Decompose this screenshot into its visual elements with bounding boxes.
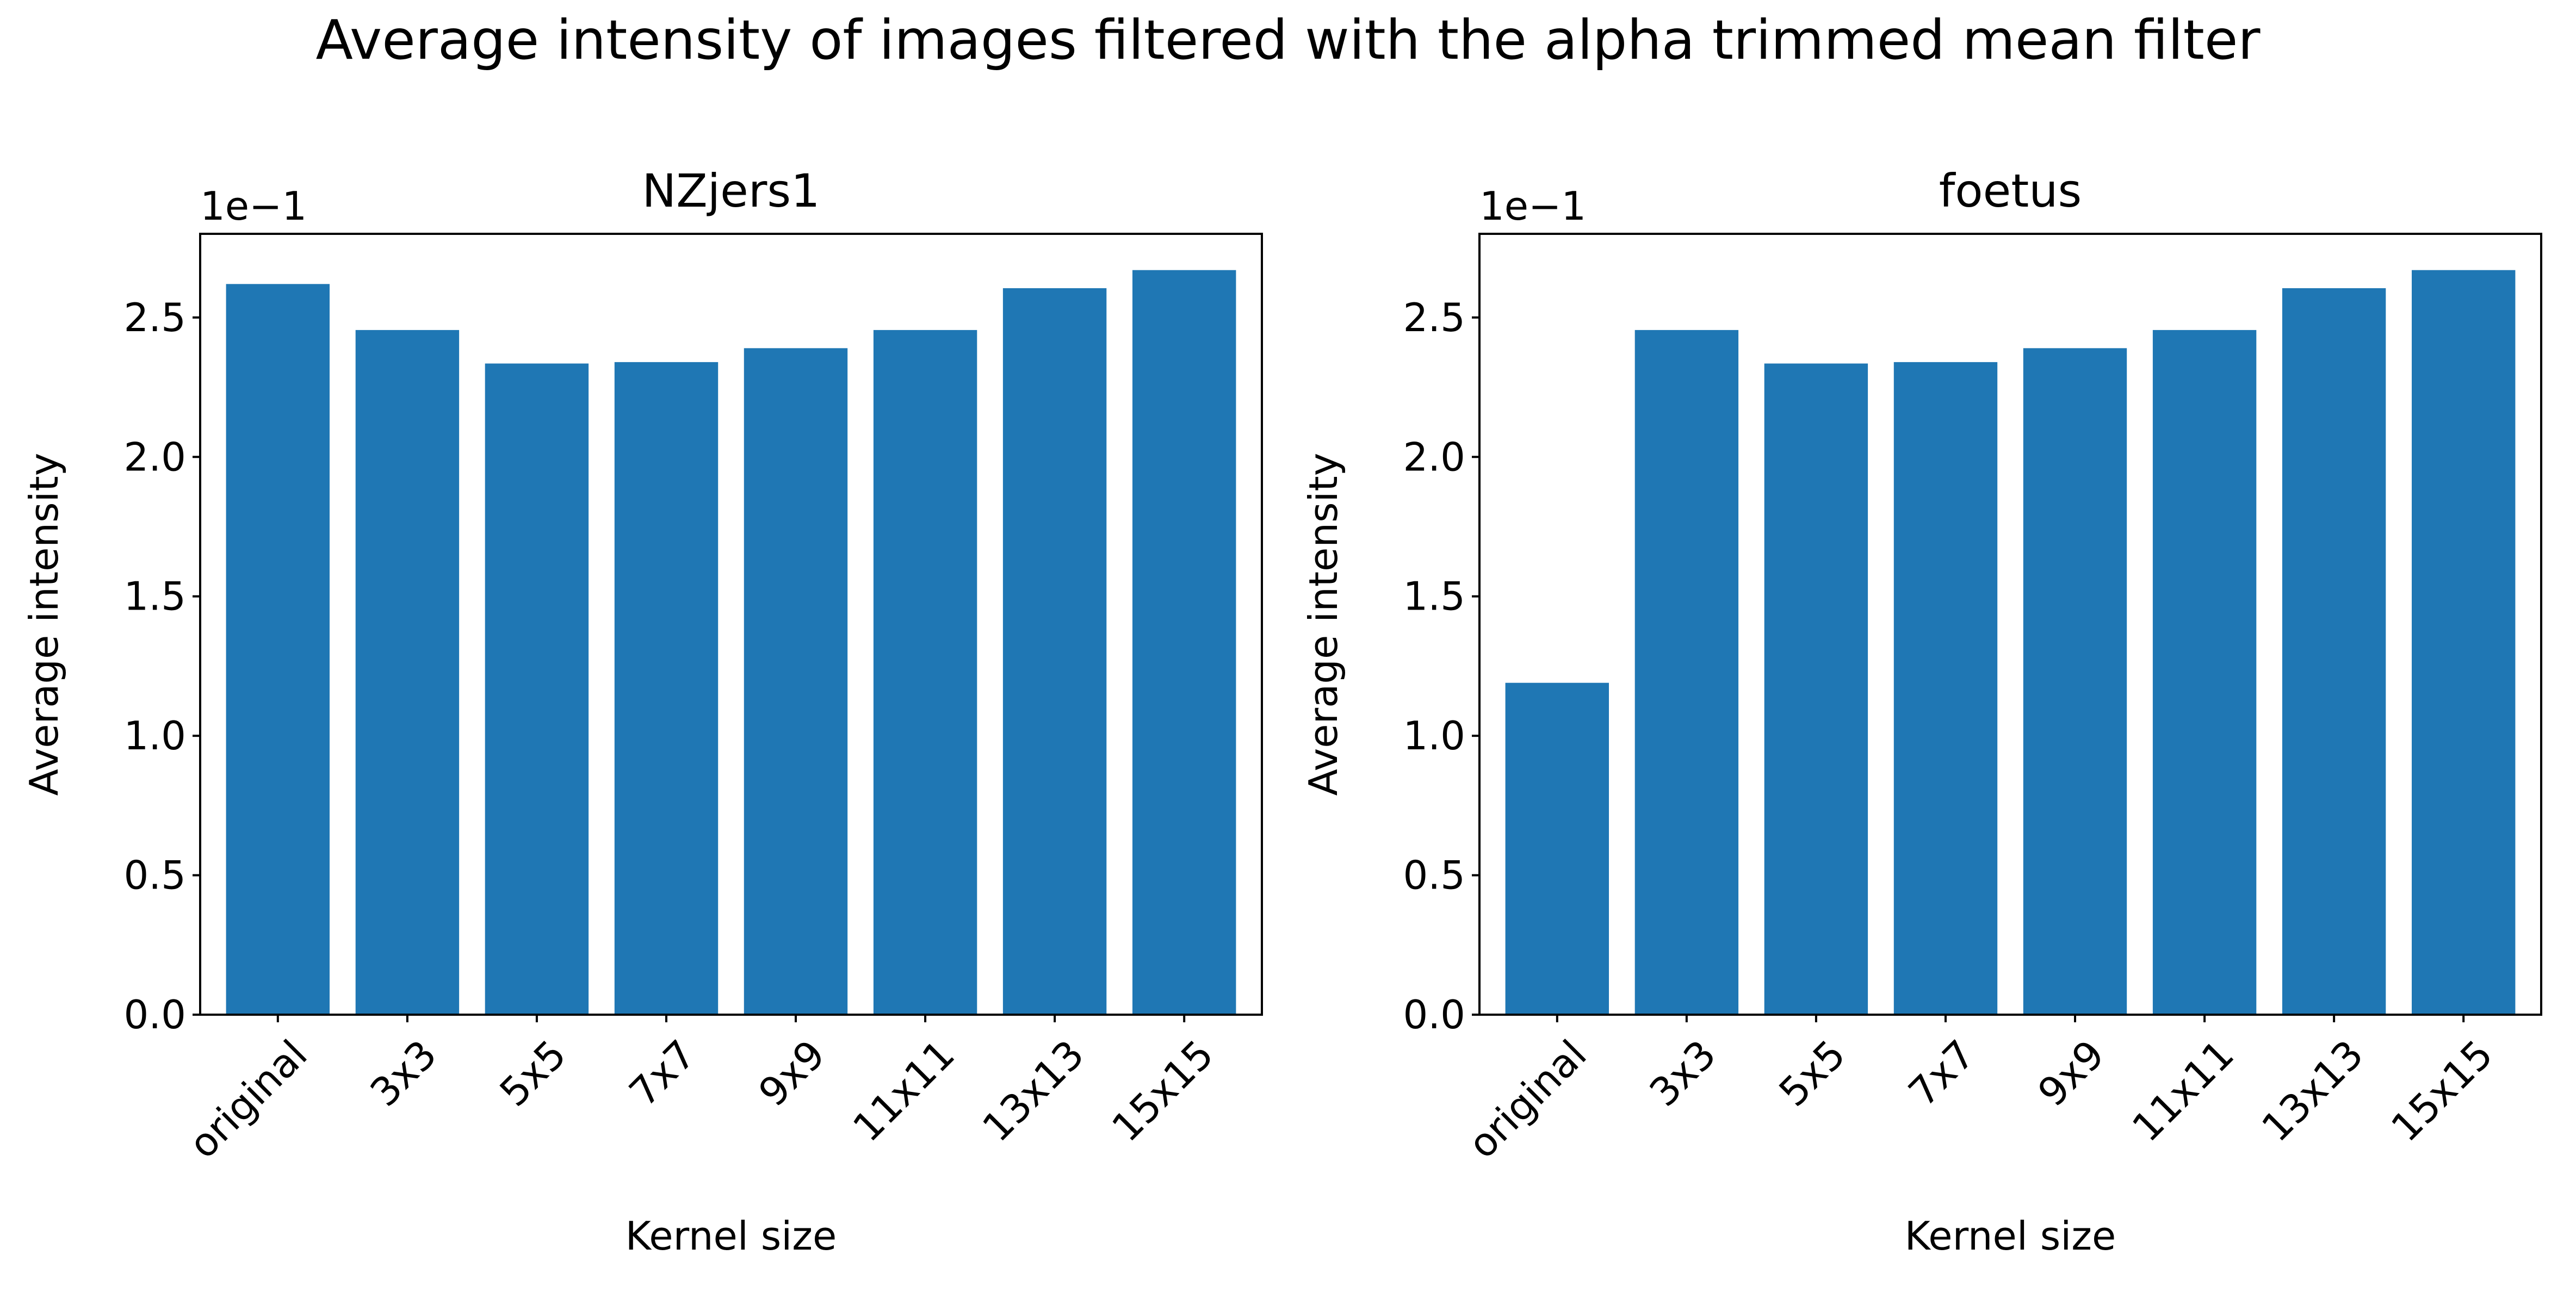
y-axis-label: Average intensity <box>21 453 67 796</box>
y-tick-label: 1.5 <box>123 574 186 619</box>
panel-title: NZjers1 <box>642 164 820 218</box>
axes-frame <box>199 233 1263 1016</box>
y-axis-label: Average intensity <box>1301 453 1346 796</box>
x-axis-label: Kernel size <box>626 1213 837 1259</box>
bar-9x9 <box>744 348 848 1015</box>
y-tick-label: 2.0 <box>1403 434 1465 480</box>
bar-7x7 <box>1893 362 1998 1015</box>
bar-original <box>1505 682 1609 1015</box>
y-tick-label: 1.0 <box>123 713 186 759</box>
y-tick-label: 0.5 <box>1403 853 1465 898</box>
bar-13x13 <box>1002 288 1107 1015</box>
bar-7x7 <box>614 362 719 1015</box>
panel-title: foetus <box>1939 164 2082 218</box>
bar-11x11 <box>2152 330 2257 1015</box>
y-tick-label: 2.5 <box>123 295 186 340</box>
bar-3x3 <box>355 330 460 1015</box>
y-tick-label: 0.0 <box>1403 992 1465 1038</box>
y-tick-label: 0.5 <box>123 853 186 898</box>
bar-11x11 <box>873 330 977 1015</box>
axes-frame <box>1478 233 2542 1016</box>
bar-13x13 <box>2282 288 2386 1015</box>
figure-title: Average intensity of images filtered wit… <box>315 8 2261 72</box>
bar-original <box>226 284 330 1015</box>
y-tick-label: 2.0 <box>123 434 186 480</box>
bar-3x3 <box>1634 330 1739 1015</box>
y-offset-label: 1e−1 <box>1479 183 1586 229</box>
y-tick-label: 1.0 <box>1403 713 1465 759</box>
y-tick-label: 0.0 <box>123 992 186 1038</box>
y-tick-label: 1.5 <box>1403 574 1465 619</box>
y-tick-label: 2.5 <box>1403 295 1465 340</box>
bar-5x5 <box>485 363 589 1015</box>
bar-9x9 <box>2023 348 2127 1015</box>
x-axis-label: Kernel size <box>1905 1213 2116 1259</box>
bar-15x15 <box>1132 270 1236 1015</box>
bar-15x15 <box>2412 270 2516 1015</box>
bar-5x5 <box>1764 363 1868 1015</box>
y-offset-label: 1e−1 <box>200 183 307 229</box>
